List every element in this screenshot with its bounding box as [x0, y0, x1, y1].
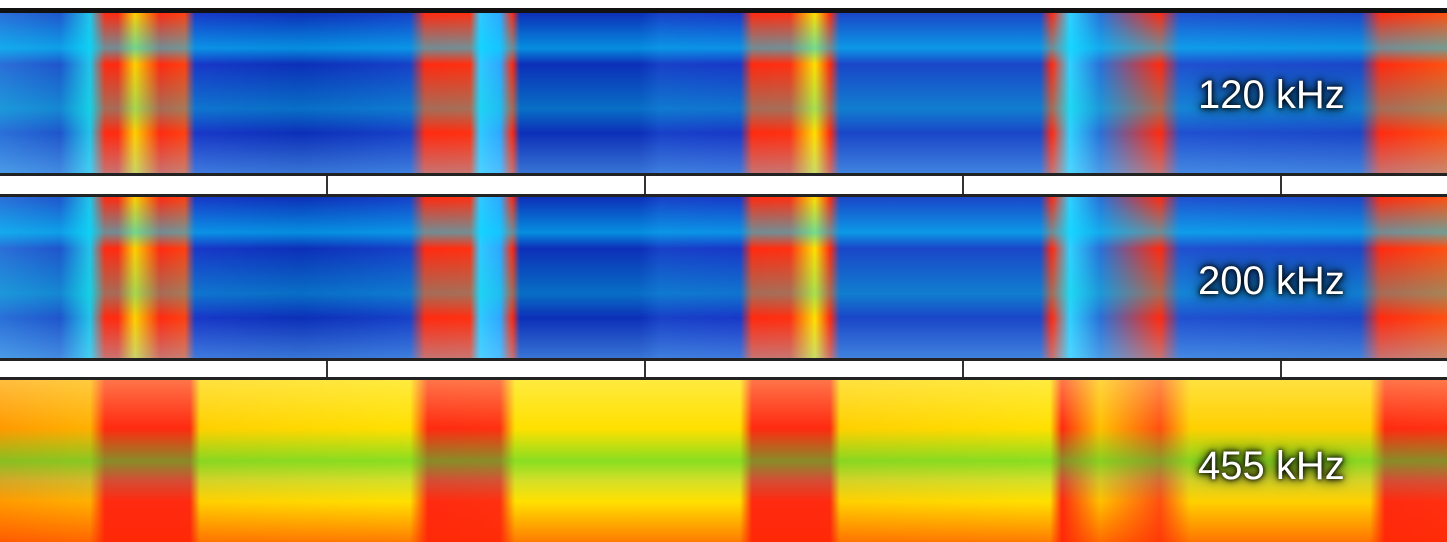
separator-tick — [644, 361, 646, 377]
echogram-panel: 455 kHz — [0, 380, 1447, 542]
separator-tick — [962, 361, 964, 377]
separator-tick — [962, 176, 964, 194]
top-border — [0, 8, 1447, 13]
separator-tick — [326, 176, 328, 194]
panel-label: 120 kHz — [1198, 73, 1345, 117]
separator-tick — [644, 176, 646, 194]
separator — [0, 358, 1447, 380]
panel-label: 200 kHz — [1198, 259, 1345, 303]
separator-tick — [1280, 361, 1282, 377]
separator-tick — [1280, 176, 1282, 194]
panel-label: 455 kHz — [1198, 444, 1345, 488]
separator-tick — [326, 361, 328, 377]
echogram-panel: 200 kHz — [0, 197, 1447, 358]
separator — [0, 173, 1447, 197]
echogram-panel: 120 kHz — [0, 13, 1447, 173]
